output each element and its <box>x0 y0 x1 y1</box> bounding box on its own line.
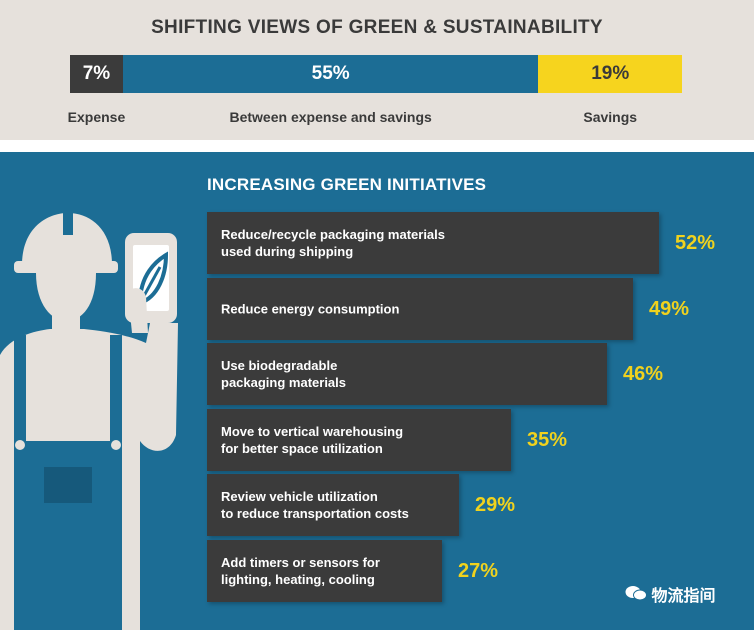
stack-label-savings: Savings <box>583 109 638 125</box>
wechat-icon <box>625 586 647 601</box>
watermark: 物流指间 <box>625 582 715 606</box>
initiative-bar: Review vehicle utilization to reduce tran… <box>207 474 459 536</box>
initiative-label-line: Reduce/recycle packaging materials <box>221 227 446 242</box>
initiative-label-line: used during shipping <box>221 244 354 259</box>
initiative-label-line: to reduce transportation costs <box>221 506 409 521</box>
initiative-label-line: packaging materials <box>221 375 346 390</box>
initiative-bar: Reduce/recycle packaging materials used d… <box>207 212 659 274</box>
stacked-chart-title: SHIFTING VIEWS OF GREEN & SUSTAINABILITY <box>151 17 603 38</box>
initiative-label: Move to vertical warehousing for better s… <box>221 423 503 457</box>
watermark-text: 物流指间 <box>651 588 716 605</box>
initiative-label-line: Add timers or sensors for <box>221 554 380 570</box>
stack-value-savings: 19% <box>591 63 630 84</box>
stack-label-between: Between expense and savings <box>229 109 432 125</box>
initiatives-chart-title: INCREASING GREEN INITIATIVES <box>207 175 487 194</box>
stack-segment-expense: 7% <box>70 55 123 93</box>
stack-label-expense: Expense <box>67 109 126 125</box>
initiative-label: Add timers or sensors for lighting, heati… <box>221 554 434 588</box>
initiative-label: Use biodegradable packaging materials <box>221 357 599 391</box>
initiative-value: 46% <box>623 363 664 385</box>
initiative-value: 29% <box>475 494 516 516</box>
worker-illustration <box>0 211 178 630</box>
initiative-label-line: Use biodegradable <box>221 358 338 373</box>
stack-value-expense: 7% <box>82 63 111 84</box>
stack-segment-savings: 19% <box>538 55 682 93</box>
initiative-label-line: for better space utilization <box>221 440 383 456</box>
stack-value-between: 55% <box>311 63 350 84</box>
stack-segment-between: 55% <box>122 55 539 93</box>
initiative-value: 27% <box>458 559 499 582</box>
initiative-label: Reduce/recycle packaging materials used d… <box>221 226 651 260</box>
initiative-label-line: Reduce energy consumption <box>221 301 400 316</box>
initiative-value: 49% <box>649 297 690 320</box>
initiative-bar: Use biodegradable packaging materials <box>207 343 607 405</box>
initiative-label-line: lighting, heating, cooling <box>221 571 375 587</box>
initiative-value: 52% <box>675 232 716 254</box>
initiative-label: Review vehicle utilization to reduce tran… <box>221 488 451 522</box>
initiative-label-line: Review vehicle utilization <box>221 489 378 504</box>
initiative-value: 35% <box>527 428 568 451</box>
initiative-label-line: Move to vertical warehousing <box>221 423 404 439</box>
initiative-bar: Reduce energy consumption <box>207 277 633 340</box>
initiative-bar: Add timers or sensors for lighting, heati… <box>207 539 442 602</box>
initiative-bar: Move to vertical warehousing for better s… <box>207 408 511 471</box>
divider <box>0 140 754 152</box>
initiative-label: Reduce energy consumption <box>221 300 625 317</box>
